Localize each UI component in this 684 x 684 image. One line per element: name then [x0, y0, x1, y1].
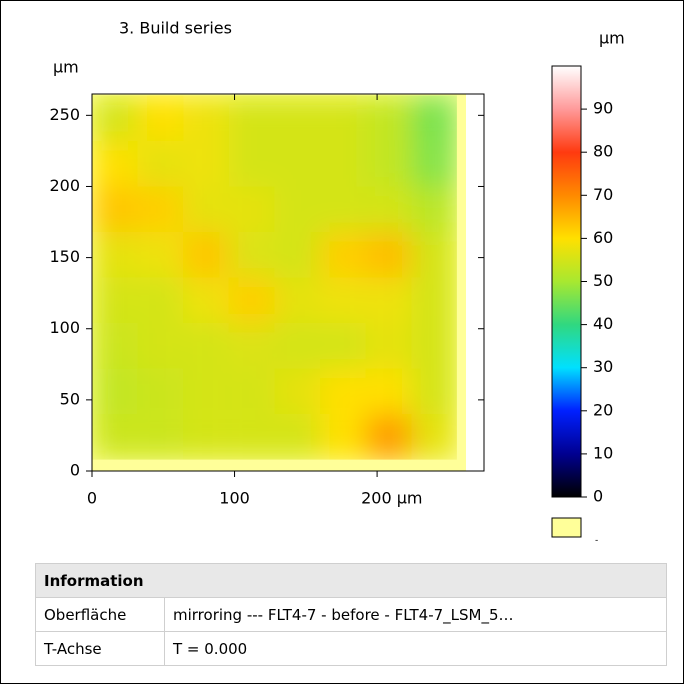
surface-cell — [274, 277, 321, 324]
surface-cell — [183, 186, 229, 232]
surface-cell — [183, 140, 229, 187]
surface-cell — [320, 140, 366, 187]
y-tick-label: 200 — [49, 176, 80, 195]
surface-cell — [228, 414, 275, 460]
surface-cell — [137, 277, 184, 324]
x-tick-label: 0 — [87, 489, 97, 508]
plot-frame — [91, 93, 485, 472]
surface-cell — [365, 323, 412, 369]
nodata-swatch — [551, 517, 582, 538]
nodata-label: - — [595, 536, 598, 546]
surface-cell — [228, 140, 275, 187]
surface-cell — [320, 414, 366, 460]
surface-cell — [411, 140, 457, 187]
surface-cell — [411, 231, 457, 278]
y-tick-label: 50 — [60, 389, 80, 408]
surface-cell — [365, 414, 412, 460]
surface-cell — [274, 95, 321, 141]
surface-cell — [274, 231, 321, 278]
colorbar-tick-label: 50 — [593, 271, 613, 290]
chart-title: 3. Build series — [119, 19, 232, 38]
surface-cell — [137, 140, 184, 187]
y-tick-label: 250 — [49, 105, 80, 124]
info-table: Information Oberfläche mirroring --- FLT4… — [35, 563, 667, 666]
surface-cell — [228, 277, 275, 324]
colorbar-tick-label: 20 — [593, 400, 613, 419]
colorbar-tick-label: 80 — [593, 142, 613, 161]
surface-cell — [274, 186, 321, 232]
cell: mirroring --- FLT4-7 - before - FLT4-7_L… — [164, 597, 667, 632]
surface-cell — [92, 95, 138, 141]
surface — [92, 95, 457, 460]
chart: 3. Build series µm µm - 0 10 20 30 40 50 60 70 8… — [49, 19, 625, 546]
colorbar-tick-label: 90 — [593, 99, 613, 118]
x-tick-label: 200 µm — [361, 489, 422, 508]
surface-cell — [320, 277, 366, 324]
surface-cell — [320, 368, 366, 415]
surface-cell — [274, 323, 321, 369]
surface-cell — [320, 231, 366, 278]
cell: Oberfläche — [35, 597, 165, 632]
surface-cell — [137, 186, 184, 232]
surface-cell — [228, 186, 275, 232]
surface-cell — [228, 95, 275, 141]
surface-cell — [228, 231, 275, 278]
surface-cell — [320, 95, 366, 141]
surface-cell — [320, 186, 366, 232]
surface-cell — [92, 277, 138, 324]
surface-cell — [92, 323, 138, 369]
surface-cell — [183, 95, 229, 141]
surface-cell — [320, 323, 366, 369]
surface-cell — [411, 368, 457, 415]
surface-cell — [411, 414, 457, 460]
colorbar-tick-label: 70 — [593, 185, 613, 204]
surface-cell — [365, 95, 412, 141]
surface-cell — [411, 323, 457, 369]
surface-cell — [92, 368, 138, 415]
y-tick-label: 100 — [49, 318, 80, 337]
surface-cell — [183, 414, 229, 460]
colorbar-tick-label: 10 — [593, 443, 613, 462]
surface-cell — [92, 186, 138, 232]
surface-cell — [183, 277, 229, 324]
y-unit: µm — [53, 58, 79, 77]
y-tick-label: 0 — [70, 461, 80, 480]
surface-cell — [228, 323, 275, 369]
colorbar-unit: µm — [599, 29, 625, 48]
surface-cell — [411, 95, 457, 141]
surface-cell — [183, 231, 229, 278]
surface-cell — [137, 95, 184, 141]
surface-cell — [92, 140, 138, 187]
cell: T-Achse — [35, 631, 165, 666]
surface-cell — [365, 231, 412, 278]
colorbar-tick-label: 40 — [593, 314, 613, 333]
surface-cell — [365, 277, 412, 324]
colorbar-tick-label: 30 — [593, 357, 613, 376]
colorbar-tick-label: 60 — [593, 228, 613, 247]
surface-cell — [274, 140, 321, 187]
surface-cell — [92, 231, 138, 278]
cell: T = 0.000 — [164, 631, 667, 666]
colorbar-tick-label: 0 — [593, 487, 603, 506]
surface-cell — [365, 368, 412, 415]
colorbar — [551, 65, 582, 498]
surface-cell — [137, 231, 184, 278]
surface-cell — [228, 368, 275, 415]
surface-cell — [274, 414, 321, 460]
surface-cell — [183, 368, 229, 415]
surface-cell — [137, 323, 184, 369]
surface-cell — [92, 414, 138, 460]
table-title: Information — [35, 563, 667, 598]
surface-cell — [137, 368, 184, 415]
surface-cell — [365, 186, 412, 232]
surface-cell — [137, 414, 184, 460]
surface-cell — [183, 323, 229, 369]
surface-cell — [411, 277, 457, 324]
x-tick-label: 100 — [219, 489, 250, 508]
surface-cell — [411, 186, 457, 232]
surface-cell — [365, 140, 412, 187]
y-tick-label: 150 — [49, 247, 80, 266]
surface-cell — [274, 368, 321, 415]
